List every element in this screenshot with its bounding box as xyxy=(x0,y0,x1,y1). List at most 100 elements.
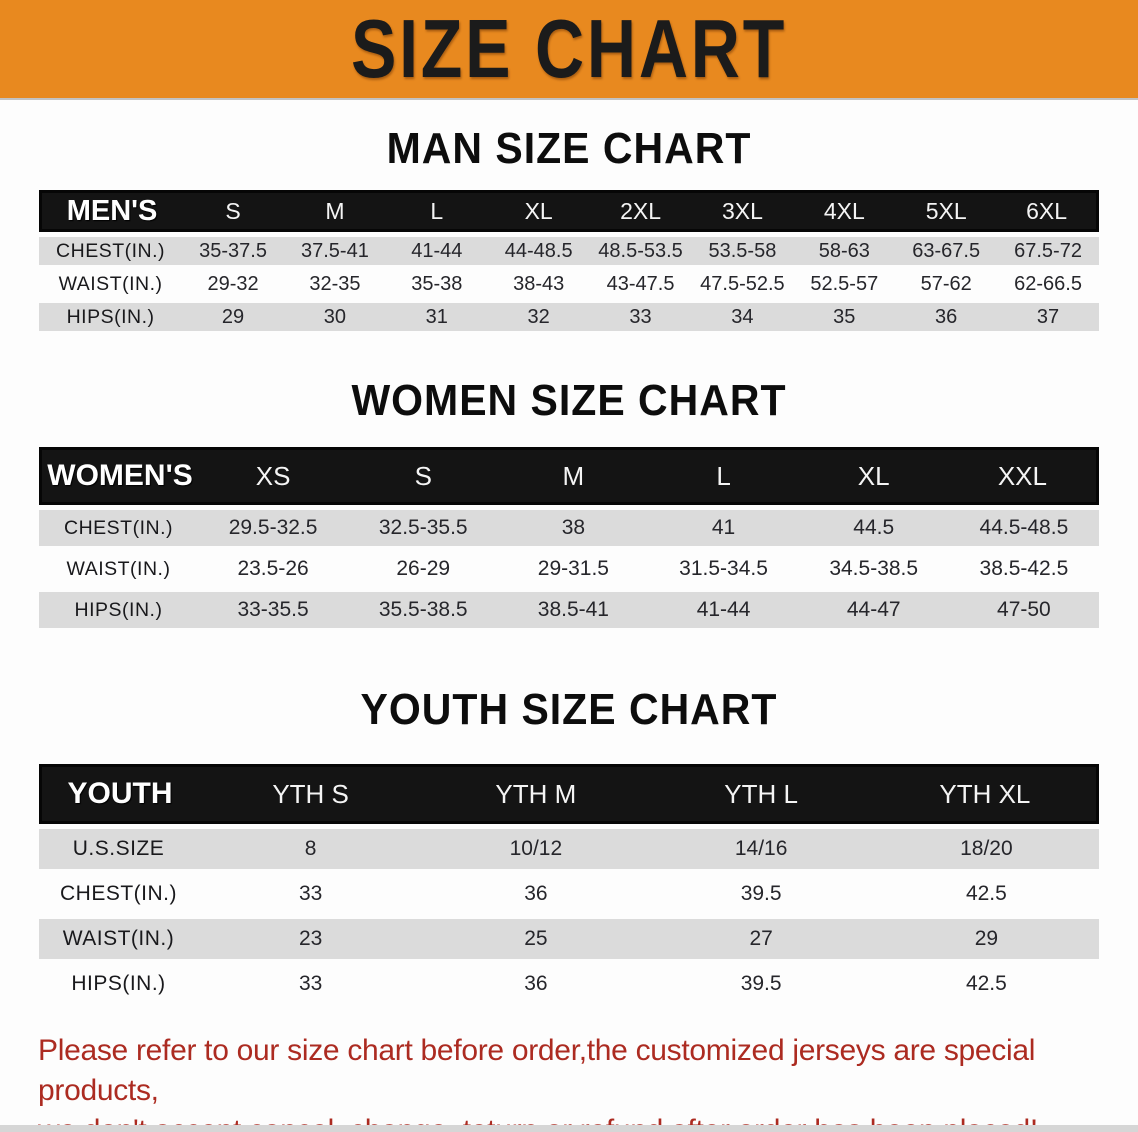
size-value: 53.5-58 xyxy=(691,237,794,265)
table-header-row: YOUTH YTH S YTH M YTH L YTH XL xyxy=(39,764,1099,824)
column-header: M xyxy=(283,190,386,232)
size-value: 14/16 xyxy=(648,829,874,869)
table-row: WAIST(IN.) 29-32 32-35 35-38 38-43 43-47.5 47.… xyxy=(39,270,1099,298)
men-size-table: MEN'S S M L XL 2XL 3XL 4XL 5XL 6XL CHEST(IN.) 35-37… xyxy=(39,185,1099,336)
column-header: L xyxy=(648,447,799,505)
column-header: XXL xyxy=(948,447,1099,505)
table-title-cell: YOUTH xyxy=(39,764,198,824)
women-section-heading: WOMEN SIZE CHART xyxy=(351,375,787,425)
size-value: 41 xyxy=(648,510,799,546)
table-header-row: MEN'S S M L XL 2XL 3XL 4XL 5XL 6XL xyxy=(39,190,1099,232)
size-value: 36 xyxy=(895,303,998,331)
size-value: 36 xyxy=(423,874,649,914)
women-size-table: WOMEN'S XS S M L XL XXL CHEST(IN.) 29.5-32.5 32.5… xyxy=(39,442,1099,633)
section-women: WOMEN SIZE CHART WOMEN'S XS S M L XL XXL CHEST(… xyxy=(0,376,1138,633)
column-header: YTH M xyxy=(423,764,649,824)
section-youth: YOUTH SIZE CHART YOUTH YTH S YTH M YTH L YTH… xyxy=(0,685,1138,1009)
size-value: 18/20 xyxy=(873,829,1099,869)
size-value: 33 xyxy=(589,303,692,331)
table-row: WAIST(IN.) 23.5-26 26-29 29-31.5 31.5-34.5 34… xyxy=(39,551,1099,587)
size-value: 32 xyxy=(487,303,590,331)
row-label: HIPS(IN.) xyxy=(39,964,198,1004)
size-value: 58-63 xyxy=(793,237,896,265)
size-value: 30 xyxy=(283,303,386,331)
size-value: 62-66.5 xyxy=(997,270,1099,298)
size-value: 41-44 xyxy=(385,237,488,265)
size-value: 31 xyxy=(385,303,488,331)
size-value: 48.5-53.5 xyxy=(589,237,692,265)
size-value: 39.5 xyxy=(648,874,874,914)
men-section-heading: MAN SIZE CHART xyxy=(386,123,752,173)
size-value: 47-50 xyxy=(948,592,1099,628)
column-header: 5XL xyxy=(895,190,998,232)
youth-size-table: YOUTH YTH S YTH M YTH L YTH XL U.S.SIZE 8 10/12… xyxy=(39,759,1099,1009)
size-value: 44.5-48.5 xyxy=(948,510,1099,546)
women-table-wrap: WOMEN'S XS S M L XL XXL CHEST(IN.) 29.5-32.5 32.5… xyxy=(0,442,1138,633)
size-value: 35-38 xyxy=(385,270,488,298)
column-header: L xyxy=(385,190,488,232)
size-value: 38 xyxy=(498,510,649,546)
size-value: 44-48.5 xyxy=(487,237,590,265)
size-value: 37.5-41 xyxy=(283,237,386,265)
column-header: S xyxy=(182,190,284,232)
size-value: 47.5-52.5 xyxy=(691,270,794,298)
disclaimer: Please refer to our size chart before or… xyxy=(38,1031,1102,1132)
column-header: XL xyxy=(798,447,949,505)
column-header: 2XL xyxy=(589,190,692,232)
row-label: HIPS(IN.) xyxy=(39,303,183,331)
banner-title: SIZE CHART xyxy=(350,1,788,95)
size-value: 39.5 xyxy=(648,964,874,1004)
size-value: 35 xyxy=(793,303,896,331)
size-value: 34 xyxy=(691,303,794,331)
size-value: 10/12 xyxy=(423,829,649,869)
size-value: 23.5-26 xyxy=(198,551,349,587)
size-value: 52.5-57 xyxy=(793,270,896,298)
size-value: 25 xyxy=(423,919,649,959)
size-value: 29-32 xyxy=(182,270,284,298)
table-row: HIPS(IN.) 33 36 39.5 42.5 xyxy=(39,964,1099,1004)
disclaimer-line-1: Please refer to our size chart before or… xyxy=(38,1034,1036,1107)
table-row: CHEST(IN.) 33 36 39.5 42.5 xyxy=(39,874,1099,914)
size-value: 36 xyxy=(423,964,649,1004)
column-header: 3XL xyxy=(691,190,794,232)
table-title-cell: MEN'S xyxy=(39,190,183,232)
size-value: 26-29 xyxy=(348,551,499,587)
section-men: MAN SIZE CHART MEN'S S M L XL 2XL 3XL 4XL 5XL 6XL… xyxy=(0,124,1138,336)
row-label: WAIST(IN.) xyxy=(39,270,183,298)
size-value: 27 xyxy=(648,919,874,959)
table-row: WAIST(IN.) 23 25 27 29 xyxy=(39,919,1099,959)
size-value: 42.5 xyxy=(873,964,1099,1004)
bottom-edge-strip xyxy=(0,1125,1138,1132)
size-value: 29-31.5 xyxy=(498,551,649,587)
row-label: CHEST(IN.) xyxy=(39,874,198,914)
size-value: 42.5 xyxy=(873,874,1099,914)
column-header: YTH XL xyxy=(873,764,1099,824)
row-label: WAIST(IN.) xyxy=(39,551,198,587)
size-value: 33-35.5 xyxy=(198,592,349,628)
banner: SIZE CHART xyxy=(0,0,1138,100)
column-header: M xyxy=(498,447,649,505)
size-value: 29 xyxy=(873,919,1099,959)
size-value: 29 xyxy=(182,303,284,331)
table-header-row: WOMEN'S XS S M L XL XXL xyxy=(39,447,1099,505)
size-value: 31.5-34.5 xyxy=(648,551,799,587)
size-value: 35.5-38.5 xyxy=(348,592,499,628)
size-value: 23 xyxy=(198,919,424,959)
column-header: 6XL xyxy=(997,190,1099,232)
table-row: CHEST(IN.) 35-37.5 37.5-41 41-44 44-48.5 48.5… xyxy=(39,237,1099,265)
table-title-cell: WOMEN'S xyxy=(39,447,198,505)
size-value: 34.5-38.5 xyxy=(798,551,949,587)
row-label: CHEST(IN.) xyxy=(39,510,198,546)
column-header: YTH L xyxy=(648,764,874,824)
size-value: 44.5 xyxy=(798,510,949,546)
row-label: WAIST(IN.) xyxy=(39,919,198,959)
column-header: S xyxy=(348,447,499,505)
size-value: 8 xyxy=(198,829,424,869)
size-value: 33 xyxy=(198,964,424,1004)
size-value: 38-43 xyxy=(487,270,590,298)
size-value: 37 xyxy=(997,303,1099,331)
size-value: 43-47.5 xyxy=(589,270,692,298)
column-header: 4XL xyxy=(793,190,896,232)
column-header: XS xyxy=(198,447,349,505)
